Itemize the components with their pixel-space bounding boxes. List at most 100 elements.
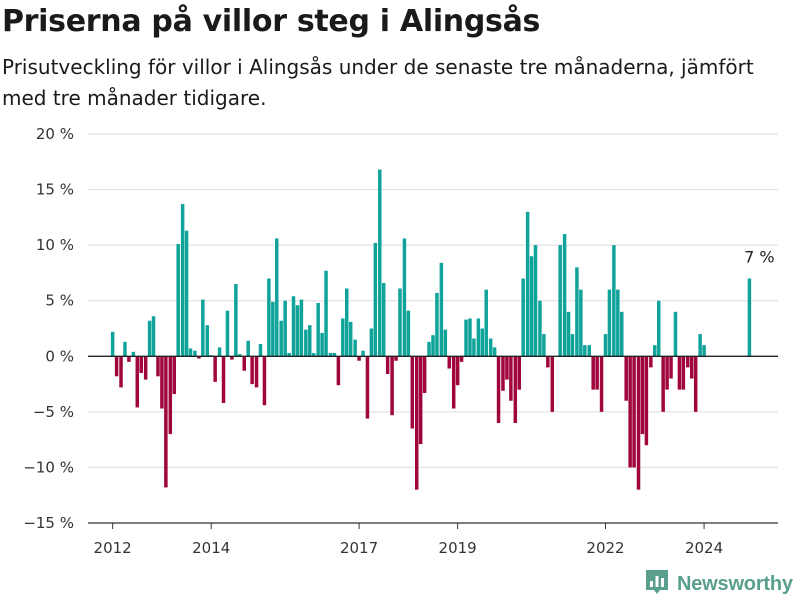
bar: [566, 311, 571, 357]
bar: [558, 245, 562, 357]
bar: [180, 204, 185, 357]
bar: [160, 356, 164, 409]
bar: [673, 311, 678, 357]
bar: [599, 356, 604, 412]
bar: [394, 356, 398, 361]
bar: [217, 347, 222, 357]
bar: [131, 351, 136, 357]
bar: [583, 345, 587, 357]
bar: [529, 256, 534, 357]
bar: [378, 169, 382, 357]
bar: [304, 329, 308, 357]
bar: [345, 288, 349, 357]
bar: [402, 238, 407, 357]
bar: [225, 310, 230, 357]
bar: [579, 289, 583, 357]
y-tick-label: 10 %: [36, 236, 74, 254]
bar: [275, 238, 279, 357]
bar: [123, 341, 127, 357]
bar: [570, 334, 575, 357]
bar: [443, 329, 448, 357]
bar: [361, 350, 365, 357]
bar: [242, 356, 246, 371]
bar: [690, 356, 694, 379]
bar: [624, 356, 628, 401]
bar: [308, 325, 312, 357]
bar: [546, 356, 550, 368]
brand-name: Newsworthy: [677, 572, 793, 595]
bar: [258, 344, 263, 357]
y-axis-tick-labels: −15 % −10 % −5 % 0 % 5 % 10 % 15 % 20 %: [23, 125, 74, 532]
bar: [468, 318, 472, 357]
bar: [213, 356, 217, 382]
bar: [365, 356, 370, 419]
bar: [698, 334, 702, 357]
bar: [279, 320, 283, 357]
bar: [505, 356, 509, 380]
bar: [702, 345, 706, 357]
x-tick-label: 2012: [94, 539, 132, 557]
bar: [246, 340, 250, 357]
bar: [464, 319, 468, 357]
bar: [254, 356, 259, 388]
bar: [139, 356, 143, 373]
bar: [320, 332, 324, 357]
chart-title: Priserna på villor steg i Alingsås: [2, 4, 541, 39]
bar: [357, 356, 361, 361]
bar: [575, 267, 579, 357]
bar: [525, 211, 530, 357]
bar: [316, 302, 320, 357]
x-tick-label: 2017: [340, 539, 378, 557]
bar: [197, 356, 201, 359]
annotations: 7 %: [744, 247, 774, 266]
bar: [156, 356, 160, 377]
y-tick-label: 15 %: [36, 181, 74, 199]
bar: [262, 356, 267, 406]
newsworthy-logo-icon: [644, 568, 670, 600]
bar: [230, 356, 234, 360]
bar: [455, 356, 460, 386]
bar: [427, 341, 431, 357]
bar: [747, 278, 752, 357]
axes: [88, 355, 778, 529]
bar: [656, 300, 661, 357]
bar: [484, 289, 488, 357]
bar: [521, 278, 525, 357]
bar: [110, 331, 115, 357]
bar: [644, 356, 649, 446]
bar: [221, 356, 226, 403]
bar: [385, 356, 390, 375]
bar: [369, 328, 374, 357]
newsworthy-brand: Newsworthy: [644, 569, 793, 599]
bar: [451, 356, 456, 409]
bar: [480, 328, 485, 357]
bar: [542, 334, 546, 357]
bar: [640, 356, 645, 435]
gridlines: [88, 133, 778, 468]
y-tick-label: 0 %: [45, 347, 74, 365]
bar: [332, 352, 337, 357]
bar: [476, 318, 481, 357]
bar: [164, 356, 168, 488]
bar: [147, 320, 152, 357]
bar: [616, 289, 620, 357]
bar: [607, 289, 612, 357]
bar: [517, 356, 521, 390]
bar: [661, 356, 665, 412]
bar: [291, 296, 296, 357]
bar: [283, 300, 287, 357]
bar: [472, 338, 476, 357]
bar: [488, 338, 493, 357]
bar: [114, 356, 119, 377]
bar: [677, 356, 682, 390]
x-tick-label: 2014: [192, 539, 230, 557]
bar: [628, 356, 632, 468]
bar: [135, 356, 140, 408]
bar: [435, 292, 439, 357]
bar: [184, 230, 189, 357]
bar: [447, 356, 452, 369]
bar: [271, 301, 275, 357]
y-tick-label: −15 %: [23, 514, 74, 532]
bar: [201, 299, 205, 357]
